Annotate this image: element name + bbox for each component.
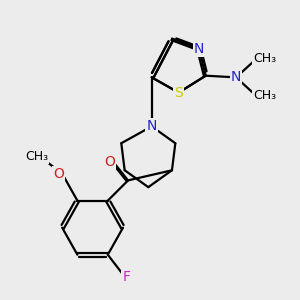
Text: CH₃: CH₃: [25, 150, 48, 163]
Text: F: F: [122, 270, 130, 284]
Text: S: S: [174, 85, 183, 100]
Text: N: N: [146, 119, 157, 134]
Text: O: O: [53, 167, 64, 181]
Text: N: N: [194, 42, 204, 56]
Text: CH₃: CH₃: [253, 89, 276, 103]
Text: CH₃: CH₃: [253, 52, 276, 65]
Text: O: O: [104, 155, 115, 169]
Text: N: N: [231, 70, 241, 84]
